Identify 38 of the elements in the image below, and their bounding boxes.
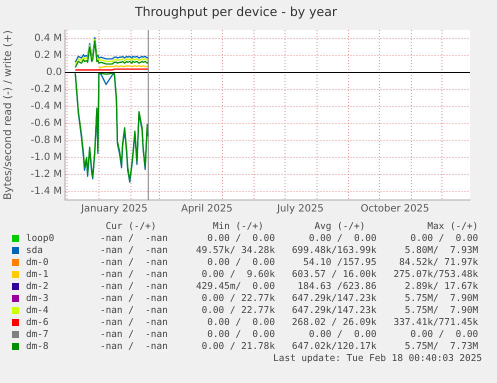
- legend-label: loop0: [26, 233, 54, 245]
- legend-label: dm-2: [26, 281, 49, 293]
- text: -nan / -nan 49.57k/ 34.28k 699.48k/163.99k 5.80M/ 7.93M: [100, 245, 478, 257]
- x-tick-label: April 2025: [181, 204, 233, 215]
- text: -nan / -nan 0.00 / 22.77k 647.29k/147.23k 5.75M/ 7.90M: [100, 305, 478, 317]
- text: -nan / -nan 0.00 / 9.60k 603.57 / 16.00k 275.07k/753.48k: [100, 269, 478, 281]
- y-tick-label: 0.2 M: [34, 50, 62, 62]
- legend-label: dm-4: [26, 305, 49, 317]
- y-tick-label: -0.8 M: [30, 135, 62, 146]
- legend-label: dm-0: [26, 257, 49, 269]
- x-tick-label: July 2025: [276, 204, 324, 215]
- y-tick-label: -1.0 M: [30, 152, 62, 164]
- text: -nan / -nan 429.45m/ 0.00 184.63 /623.86 2.89k/ 17.67k: [100, 281, 478, 293]
- text: -nan / -nan 0.00 / 21.78k 647.02k/120.17k 5.75M/ 7.73M: [100, 341, 478, 353]
- y-tick-label: -0.6 M: [30, 118, 62, 130]
- legend-label: dm-1: [26, 269, 49, 281]
- y-tick-label: -0.2 M: [30, 84, 62, 96]
- chart-title: Throughput per device - by year: [134, 4, 338, 19]
- y-tick-label: 0.4 M: [34, 33, 62, 44]
- x-tick-label: January 2025: [80, 204, 148, 215]
- text: -nan / -nan 0.00 / 0.00 54.10 /157.95 84.52k/ 71.97k: [100, 257, 478, 269]
- text: Last update: Tue Feb 18 00:40:03 2025: [273, 353, 482, 365]
- y-tick-label: -1.4 M: [30, 186, 62, 198]
- text: -nan / -nan 0.00 / 0.00 268.02 / 26.09k 337.41k/771.45k: [100, 317, 478, 329]
- legend-label: dm-8: [26, 341, 49, 353]
- text: -nan / -nan 0.00 / 0.00 0.00 / 0.00 0.00 / 0.00: [100, 233, 478, 245]
- legend-label: dm-6: [26, 317, 49, 329]
- legend-label: dm-7: [26, 329, 49, 341]
- y-tick-label: -0.4 M: [30, 101, 62, 112]
- y-tick-label: 0.0: [46, 67, 62, 78]
- legend-label: sda: [26, 245, 43, 257]
- legend-label: dm-3: [26, 293, 49, 305]
- y-tick-label: -1.2 M: [30, 169, 62, 180]
- y-axis-title: Bytes/second read (-) / write (+): [2, 30, 14, 200]
- text: -nan / -nan 0.00 / 0.00 0.00 / 0.00 0.00 / 0.00: [100, 329, 478, 341]
- text: -nan / -nan 0.00 / 22.77k 647.29k/147.23k 5.75M/ 7.90M: [100, 293, 478, 305]
- text: Cur (-/+) Min (-/+) Avg (-/+) Max (-/+): [104, 221, 478, 233]
- x-tick-label: October 2025: [360, 204, 430, 215]
